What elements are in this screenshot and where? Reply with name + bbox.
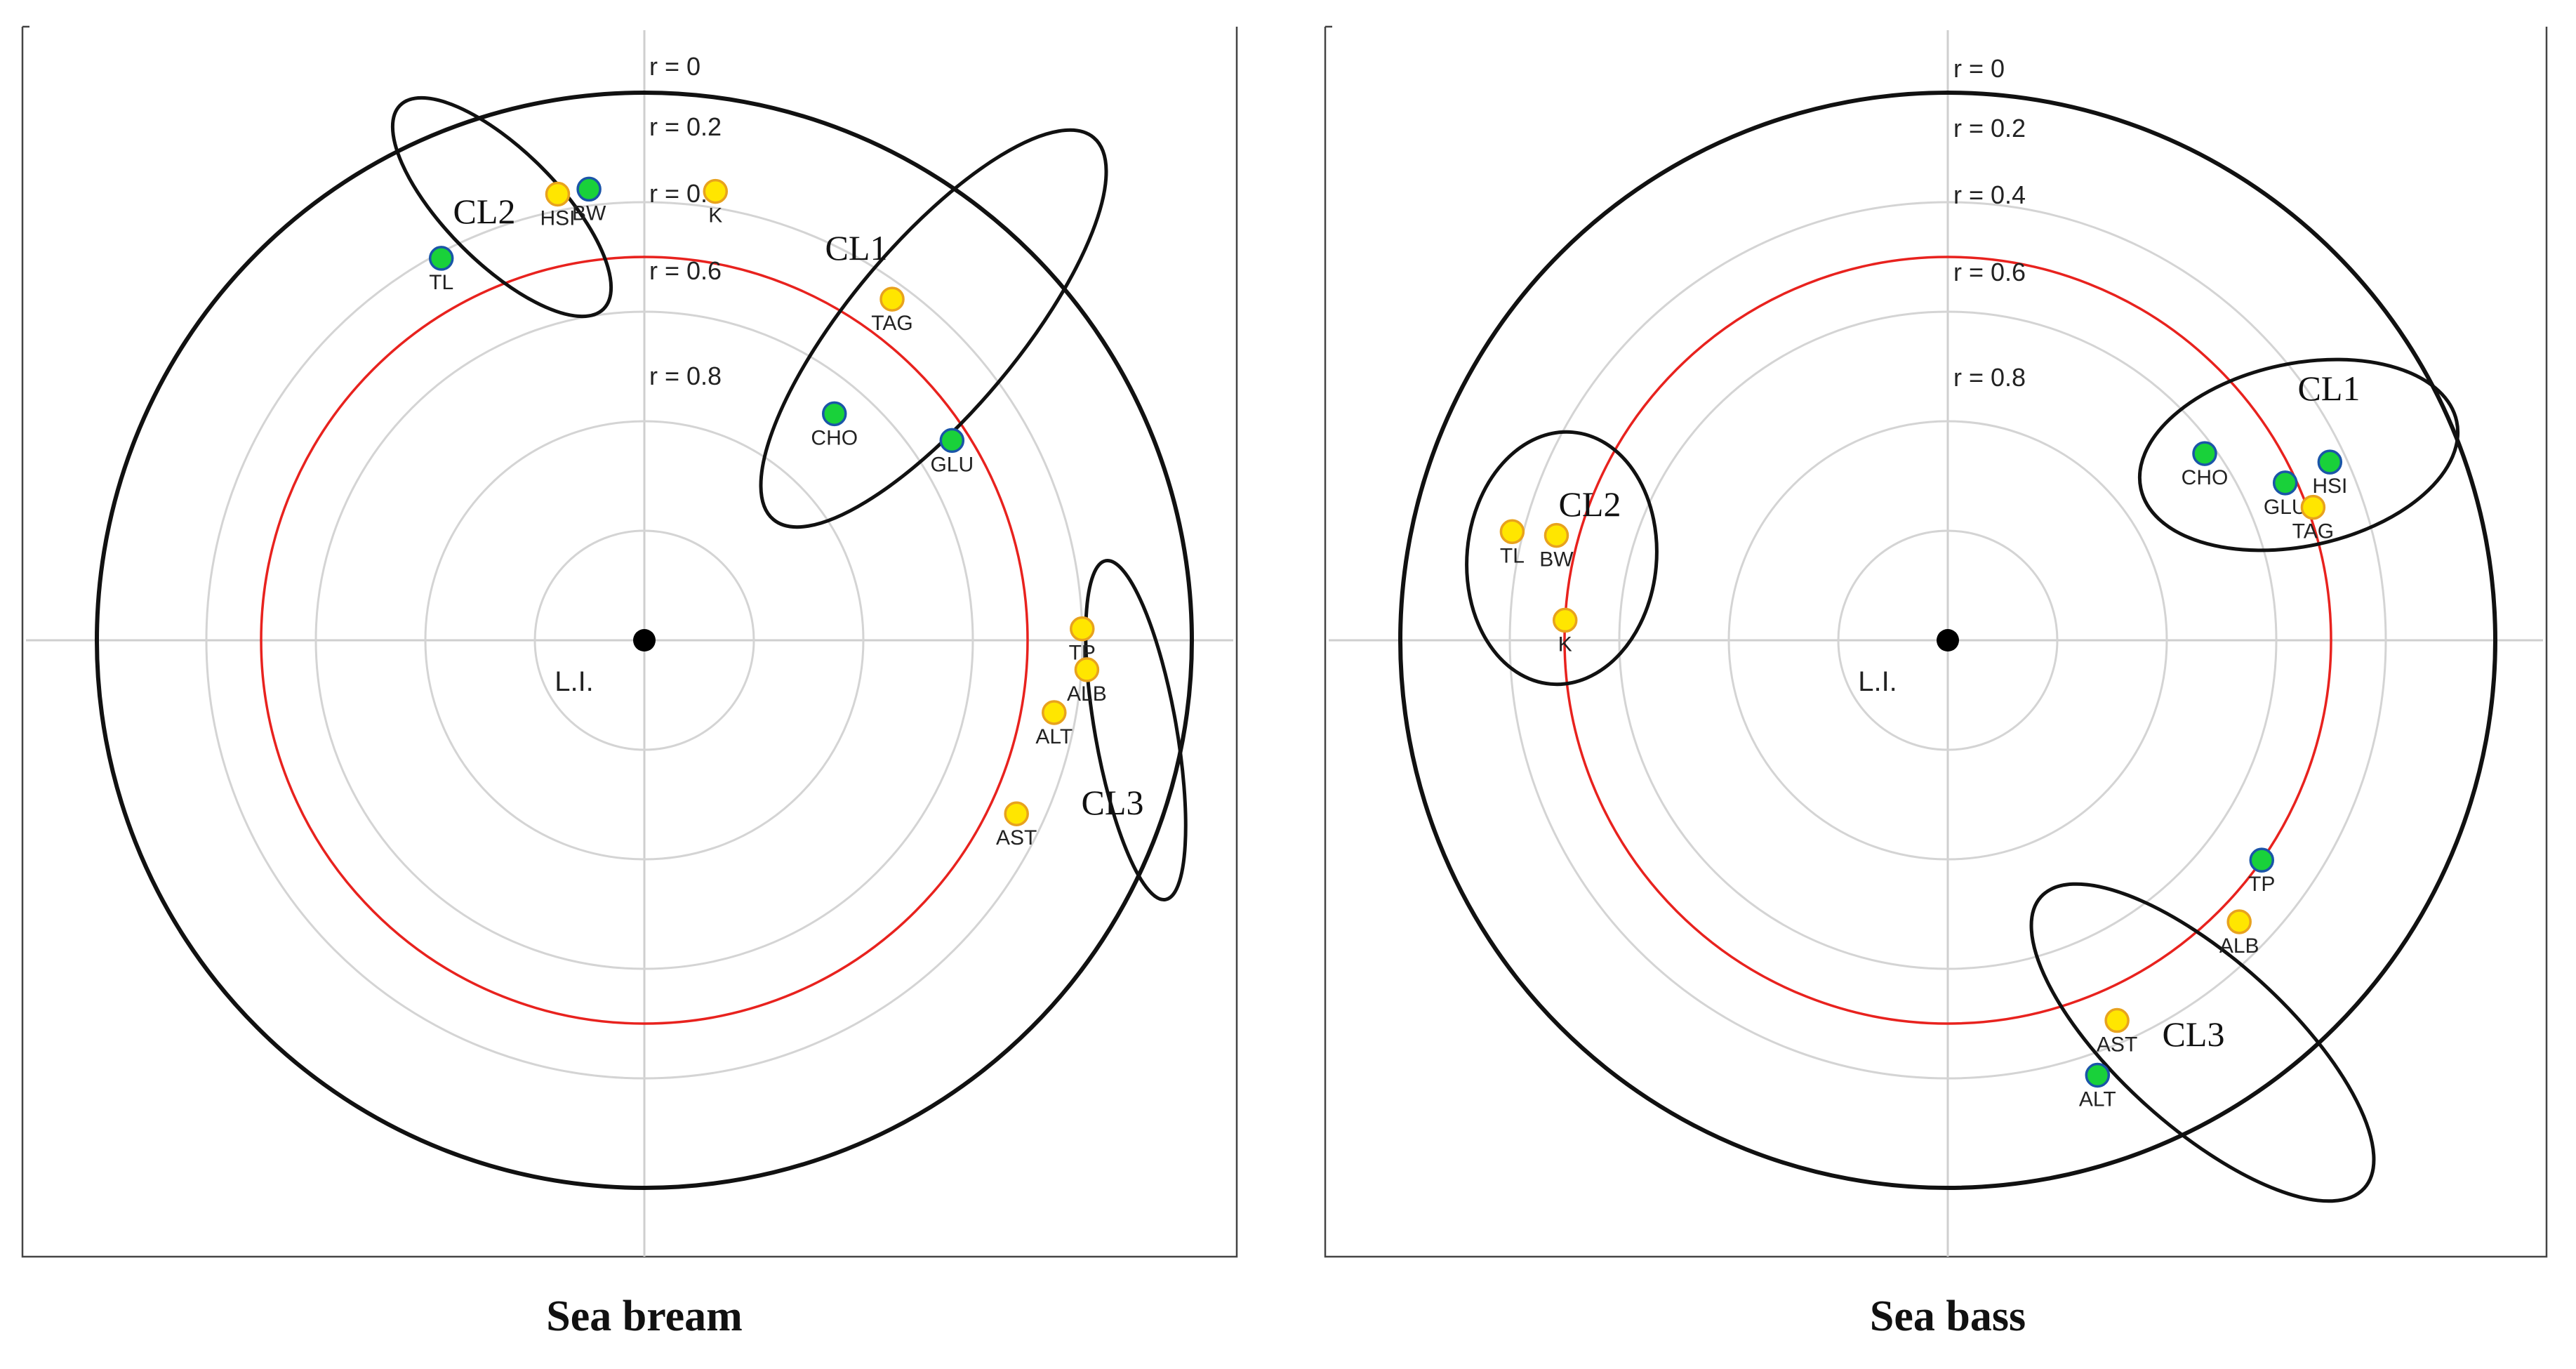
chart-panel-1: r = 0r = 0.2r = 0.4r = 0.6r = 0.8L.I.CL1… [21, 25, 1238, 1340]
ring-r-0.6 [1727, 420, 2168, 861]
point-ast [1004, 801, 1029, 826]
ring-r-0.8 [533, 529, 755, 751]
point-glu [939, 428, 965, 454]
ring-r-0.4 [314, 310, 974, 970]
point-label-cho: CHO [811, 426, 858, 449]
point-label-tl: TL [1500, 544, 1525, 567]
ring-label: r = 0.2 [649, 112, 722, 141]
point-tp [1070, 616, 1095, 642]
panel-frame [1324, 27, 2548, 1258]
point-label-alb: ALB [1067, 682, 1107, 706]
ring-label: r = 0 [1953, 54, 2005, 83]
point-label-bw: BW [572, 201, 606, 225]
ring-label: r = 0.2 [1953, 114, 2026, 143]
cluster-ellipse-cl3 [1084, 559, 1188, 901]
cluster-label: CL1 [2298, 369, 2361, 408]
point-bw [1543, 522, 1569, 548]
point-label-k: K [708, 204, 722, 227]
point-bw [576, 176, 602, 202]
critical-circle [1563, 256, 2332, 1025]
point-tl [1499, 519, 1525, 545]
critical-circle [260, 256, 1029, 1025]
cluster-label: CL2 [453, 192, 516, 231]
point-alb [1074, 657, 1100, 682]
point-label-alb: ALB [2219, 934, 2259, 958]
point-label-tag: TAG [2292, 520, 2334, 543]
point-label-ast: AST [996, 826, 1037, 849]
ring-label: r = 0.8 [649, 362, 722, 390]
cluster-label: CL3 [1082, 783, 1144, 822]
ring-r-0.8 [1837, 529, 2059, 751]
cluster-ellipse-cl2 [1465, 430, 1659, 687]
center-label: L.I. [555, 666, 594, 697]
point-hsi [545, 181, 571, 207]
panel-title: Sea bass [1870, 1292, 2026, 1340]
point-label-bw: BW [1539, 548, 1574, 571]
point-label-glu: GLU [2264, 496, 2307, 519]
point-tl [428, 246, 454, 271]
cluster-ellipse-cl2 [390, 95, 613, 319]
point-cho [2192, 441, 2217, 466]
center-label: L.I. [1858, 666, 1897, 697]
point-k [1552, 607, 1578, 633]
ring-r-0.2 [1508, 201, 2387, 1080]
point-label-hsi: HSI [540, 206, 575, 230]
center-node [1937, 629, 1959, 652]
point-tag [2300, 494, 2326, 520]
point-hsi [2317, 449, 2343, 475]
point-k [703, 178, 729, 204]
cluster-label: CL2 [1559, 484, 1621, 524]
cluster-label: CL3 [2163, 1014, 2225, 1054]
ring-label: r = 0 [649, 52, 701, 81]
ring-r-0.4 [1618, 310, 2278, 970]
point-tag [879, 286, 905, 312]
ring-r-0.6 [424, 420, 865, 861]
panel-frame [21, 27, 1238, 1258]
cluster-label: CL1 [825, 228, 888, 267]
outer-circle [1398, 91, 2497, 1190]
point-label-k: K [1558, 633, 1572, 656]
ring-label: r = 0.4 [1953, 180, 2026, 209]
point-glu [2272, 470, 2298, 496]
ring-label: r = 0.6 [649, 256, 722, 285]
point-alt [1042, 700, 1067, 725]
point-label-alt: ALT [2079, 1088, 2116, 1111]
cluster-ellipse-cl1 [2137, 357, 2460, 553]
point-label-hsi: HSI [2312, 475, 2347, 498]
ring-label: r = 0.8 [1953, 363, 2026, 392]
ring-label: r = 0.6 [1953, 258, 2026, 286]
cluster-ellipse-cl1 [759, 128, 1108, 529]
center-node [633, 629, 656, 652]
point-label-alt: ALT [1035, 725, 1073, 748]
point-tp [2249, 847, 2275, 873]
point-label-tp: TP [2248, 873, 2275, 896]
point-alb [2226, 909, 2252, 934]
point-label-tag: TAG [871, 312, 912, 335]
point-alt [2085, 1062, 2111, 1088]
panel-title: Sea bream [546, 1292, 743, 1340]
point-ast [2104, 1007, 2130, 1033]
cluster-ellipse-cl3 [2029, 882, 2376, 1203]
point-label-ast: AST [2097, 1033, 2137, 1057]
outer-circle [95, 91, 1194, 1190]
point-cho [821, 401, 847, 427]
point-label-glu: GLU [930, 453, 974, 476]
point-label-cho: CHO [2182, 466, 2229, 489]
point-label-tl: TL [429, 271, 453, 294]
chart-panel-2: r = 0 r = 0.2 r = 0.4 r = 0.6 r = 0.8 L.I. CL1… [1324, 25, 2548, 1340]
